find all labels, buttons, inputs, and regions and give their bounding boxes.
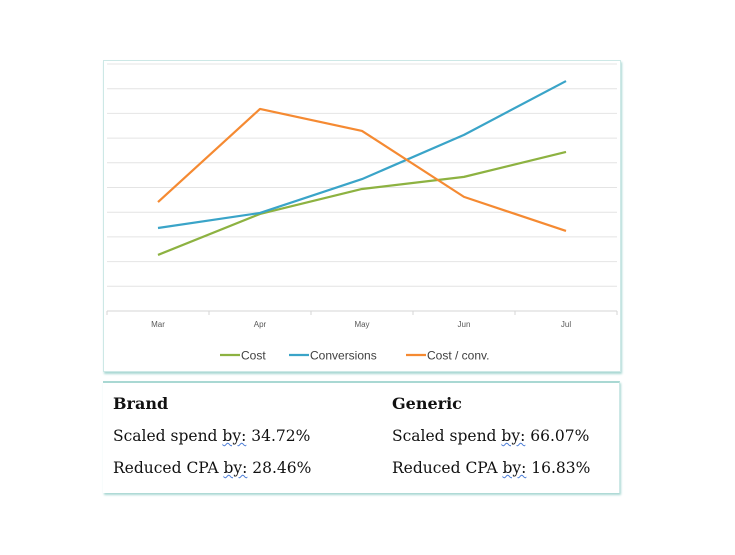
generic-title: Generic [392, 394, 462, 413]
by-label: by: [501, 427, 526, 445]
generic-spend: Scaled spend by: 66.07% [392, 425, 590, 457]
generic-summary: Generic Scaled spend by: 66.07% Reduced … [392, 393, 590, 489]
x-tick-label: Jun [458, 320, 471, 329]
summary-box: Brand Scaled spend by: 34.72% Reduced CP… [103, 381, 620, 493]
line-chart: Mar Apr May Jun Jul Cost Conversions Cost / con… [103, 60, 621, 372]
cpa-label: Reduced CPA [392, 459, 503, 477]
by-label: by: [502, 459, 527, 477]
brand-cpa: Reduced CPA by: 28.46% [113, 457, 311, 489]
spend-label: Scaled spend [392, 427, 502, 445]
by-label: by: [223, 459, 248, 477]
brand-title: Brand [113, 394, 169, 413]
x-tick-label: Jul [561, 320, 571, 329]
brand-summary: Brand Scaled spend by: 34.72% Reduced CP… [113, 393, 311, 489]
x-tick-label: May [354, 320, 369, 329]
by-label: by: [222, 427, 247, 445]
x-tick-label: Apr [254, 320, 267, 329]
legend-label: Cost / conv. [427, 349, 489, 363]
x-tick-label: Mar [151, 320, 165, 329]
cpa-label: Reduced CPA [113, 459, 224, 477]
spend-value: 66.07% [525, 427, 590, 445]
spend-value: 34.72% [246, 427, 311, 445]
legend-label: Conversions [310, 349, 377, 363]
legend-label: Cost [241, 349, 266, 363]
brand-spend: Scaled spend by: 34.72% [113, 425, 311, 457]
generic-cpa: Reduced CPA by: 16.83% [392, 457, 590, 489]
series-line-cost [157, 150, 567, 256]
cpa-value: 28.46% [247, 459, 312, 477]
spend-label: Scaled spend [113, 427, 223, 445]
cpa-value: 16.83% [526, 459, 591, 477]
chart-svg: Mar Apr May Jun Jul Cost Conversions Cost / con… [106, 63, 618, 363]
series-line-conversions [157, 80, 567, 230]
